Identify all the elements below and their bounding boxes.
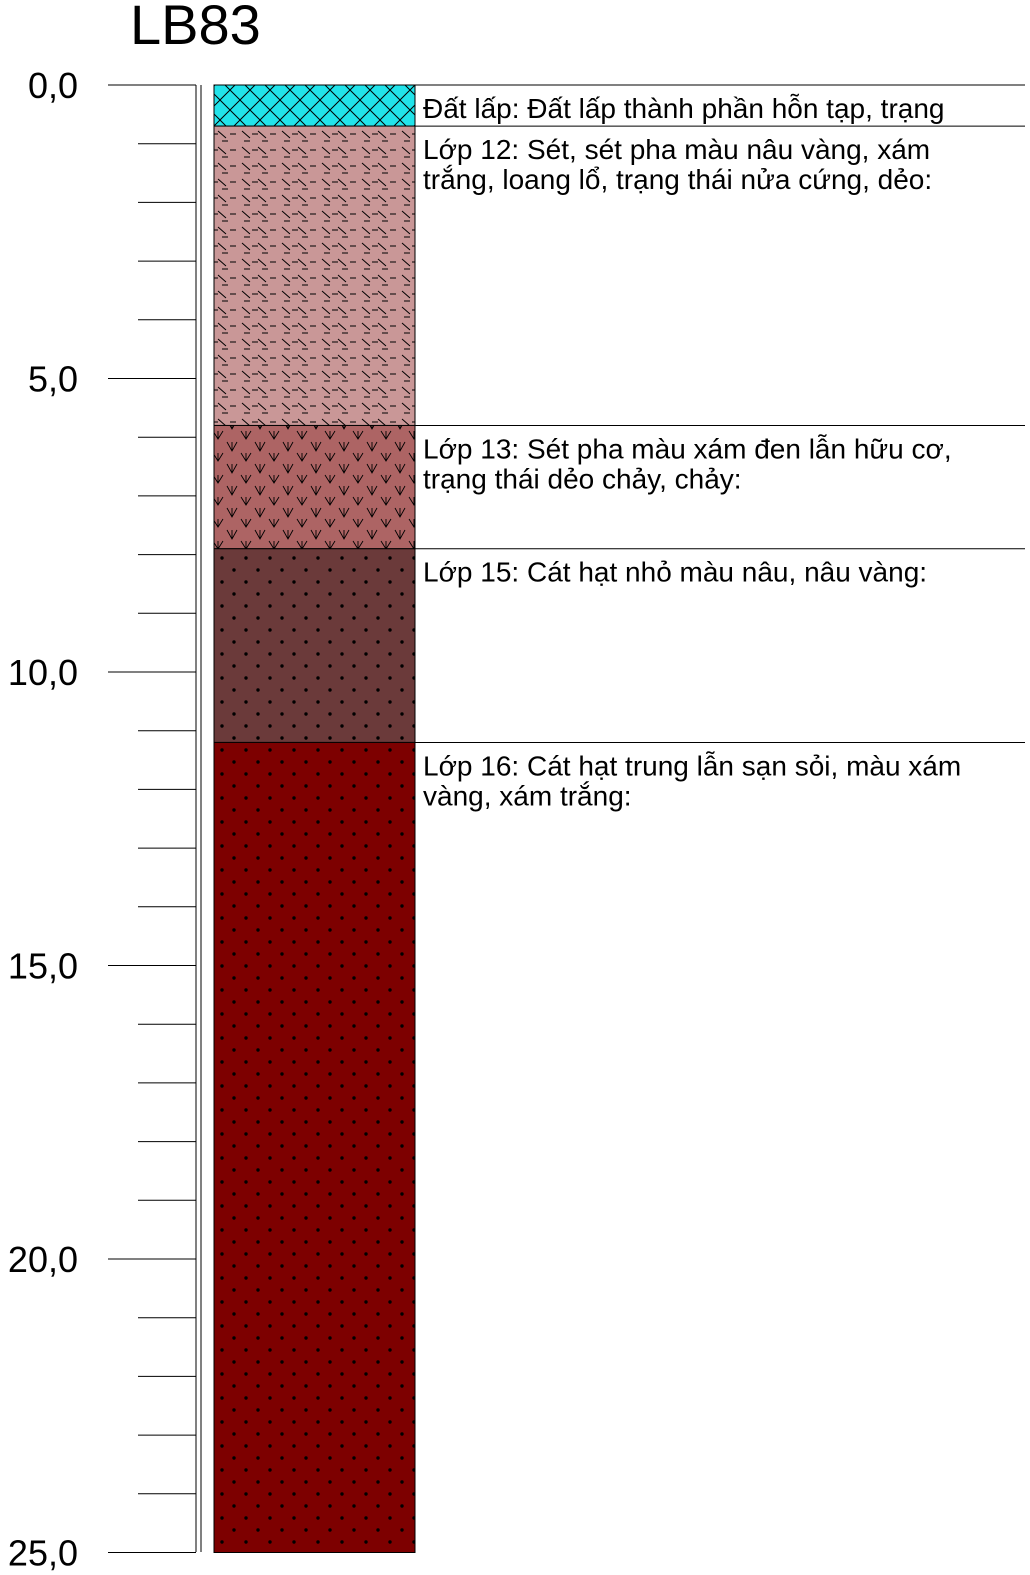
depth-label: 15,0 [8, 946, 78, 987]
layer-layer-13-description: trạng thái dẻo chảy, chảy: [423, 463, 742, 494]
layer-layer-16-description: Lớp 16: Cát hạt trung lẫn sạn sỏi, màu x… [423, 750, 961, 781]
layer-fill-description: Đất lấp: Đất lấp thành phần hỗn tạp, trạ… [423, 93, 945, 124]
soil-layers: Đất lấp: Đất lấp thành phần hỗn tạp, trạ… [213, 84, 1025, 1553]
layer-layer-15-description: Lớp 15: Cát hạt nhỏ màu nâu, nâu vàng: [423, 557, 927, 588]
depth-label: 5,0 [28, 359, 78, 400]
depth-label: 0,0 [28, 65, 78, 106]
depth-label: 20,0 [8, 1239, 78, 1280]
layer-layer-13-description: Lớp 13: Sét pha màu xám đen lẫn hữu cơ, [423, 433, 952, 464]
depth-label: 25,0 [8, 1533, 78, 1574]
layer-layer-16-description: vàng, xám trắng: [423, 780, 632, 811]
layer-layer-13-pattern [214, 425, 415, 549]
layer-layer-15-pattern [214, 548, 415, 743]
depth-label: 10,0 [8, 652, 78, 693]
borehole-title: LB83 [130, 0, 261, 56]
layer-layer-12-description: trắng, loang lổ, trạng thái nửa cứng, dẻ… [423, 164, 932, 195]
depth-axis: 0,0 5,0 10,0 15,0 20,0 25,0 [8, 65, 196, 1574]
layer-fill-pattern [214, 85, 415, 127]
layer-layer-16-pattern [214, 742, 415, 1553]
layer-layer-12-pattern [214, 126, 415, 426]
layer-layer-12-description: Lớp 12: Sét, sét pha màu nâu vàng, xám [423, 134, 930, 165]
